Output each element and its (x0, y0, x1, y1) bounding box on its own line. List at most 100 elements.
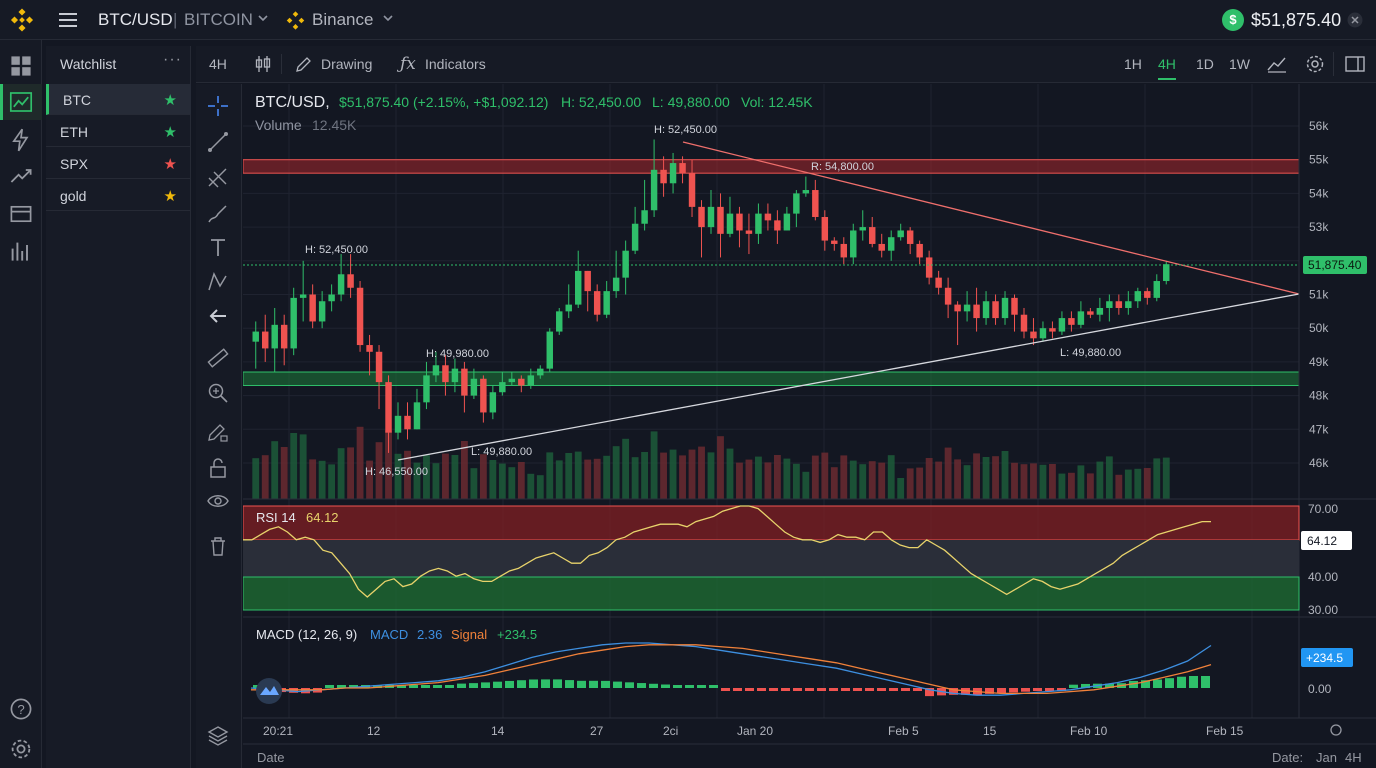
candle[interactable] (413, 402, 421, 430)
candle[interactable] (859, 227, 866, 231)
candle[interactable] (385, 382, 392, 433)
back-arrow-icon[interactable] (206, 304, 230, 328)
star-icon[interactable]: ★ (163, 156, 177, 173)
candle[interactable] (546, 331, 553, 369)
candle[interactable] (821, 216, 829, 241)
time-axis-settings-icon[interactable] (1330, 724, 1342, 736)
candle[interactable] (869, 227, 876, 244)
chart-icon[interactable] (9, 90, 33, 114)
candle[interactable] (669, 163, 677, 184)
candle[interactable] (963, 304, 971, 312)
candle[interactable] (812, 190, 819, 217)
candle[interactable] (688, 173, 696, 207)
candle[interactable] (328, 294, 335, 302)
candle[interactable] (290, 297, 297, 349)
candle[interactable] (593, 291, 601, 315)
candle[interactable] (717, 206, 724, 234)
candle[interactable] (252, 331, 259, 342)
candle[interactable] (1115, 301, 1123, 308)
layers-icon[interactable] (206, 724, 230, 748)
watchlist-item[interactable]: SPX ★ (46, 148, 191, 179)
candle[interactable] (1144, 291, 1151, 298)
wallet-icon[interactable] (9, 202, 33, 226)
timeframe-1d[interactable]: 1D (1196, 56, 1214, 72)
candle[interactable] (262, 331, 269, 349)
candle[interactable] (1077, 311, 1085, 325)
candle[interactable] (527, 375, 535, 386)
candle[interactable] (954, 304, 961, 312)
candle[interactable] (660, 169, 667, 184)
candle[interactable] (1134, 291, 1142, 302)
menu-icon[interactable] (59, 12, 77, 28)
star-icon[interactable]: ★ (163, 188, 177, 205)
candle[interactable] (356, 287, 364, 346)
candle[interactable] (850, 230, 857, 258)
candle[interactable] (982, 301, 990, 319)
candle[interactable] (1153, 281, 1160, 298)
candle[interactable] (764, 213, 772, 221)
candle[interactable] (470, 378, 478, 396)
settings-icon[interactable] (9, 737, 33, 761)
footer-month[interactable]: Jan (1316, 750, 1337, 765)
candles-icon[interactable] (255, 55, 271, 73)
candle[interactable] (831, 240, 838, 244)
timeframe-1h[interactable]: 1H (1124, 56, 1142, 72)
indicators-button[interactable]: Indicators (425, 56, 486, 72)
candle[interactable] (745, 230, 753, 234)
pattern-icon[interactable] (206, 270, 230, 294)
trend-line-icon[interactable] (206, 130, 230, 154)
drawing-button[interactable]: Drawing (321, 56, 373, 72)
candle[interactable] (394, 415, 402, 433)
candle[interactable] (603, 291, 610, 315)
rsi-line[interactable] (243, 505, 1211, 598)
candle[interactable] (423, 375, 430, 403)
help-icon[interactable]: ? (9, 697, 33, 721)
ruler-icon[interactable] (206, 346, 230, 370)
timeframe-1w[interactable]: 1W (1229, 56, 1250, 72)
candle[interactable] (641, 210, 648, 224)
candle[interactable] (1087, 311, 1094, 315)
candle[interactable] (726, 213, 734, 234)
pencil-icon[interactable] (295, 56, 312, 73)
candle[interactable] (1020, 314, 1028, 332)
function-icon[interactable]: ƒx (400, 54, 416, 74)
text-icon[interactable] (206, 236, 230, 260)
zoom-in-icon[interactable] (206, 381, 230, 405)
support-zone[interactable] (243, 371, 1300, 386)
candle[interactable] (565, 304, 572, 312)
candle[interactable] (1030, 331, 1037, 339)
candle[interactable] (1096, 307, 1104, 315)
candle[interactable] (508, 378, 516, 383)
candle[interactable] (280, 324, 288, 349)
fib-tool-icon[interactable] (206, 166, 230, 190)
candle[interactable] (347, 274, 354, 288)
candle[interactable] (1049, 328, 1056, 332)
candle[interactable] (337, 274, 345, 295)
candle[interactable] (537, 368, 544, 376)
symbol-title[interactable]: BTC/USD (98, 10, 173, 29)
candle[interactable] (679, 163, 686, 174)
settings-icon[interactable] (1305, 54, 1325, 74)
brush-icon[interactable] (206, 202, 230, 226)
close-icon[interactable] (1347, 12, 1363, 28)
candle[interactable] (1106, 301, 1113, 308)
trend-icon[interactable] (9, 164, 33, 188)
crosshair-icon[interactable] (206, 94, 230, 118)
candle[interactable] (271, 324, 278, 349)
candle[interactable] (622, 250, 629, 278)
candle[interactable] (707, 206, 715, 228)
star-icon[interactable]: ★ (163, 124, 177, 141)
candle[interactable] (309, 294, 316, 322)
candle[interactable] (299, 294, 307, 298)
candle[interactable] (442, 365, 449, 383)
candle[interactable] (612, 277, 620, 292)
candle[interactable] (793, 193, 800, 214)
candle[interactable] (404, 415, 411, 430)
chart-area[interactable]: BTC/USD, $51,875.40 (+2.15%, +$1,092.12)… (243, 84, 1376, 768)
binance-logo-icon[interactable] (10, 8, 34, 32)
candle[interactable] (375, 351, 383, 383)
candle[interactable] (992, 301, 999, 319)
candle[interactable] (736, 213, 743, 231)
candle[interactable] (1125, 301, 1132, 308)
candle[interactable] (840, 243, 848, 258)
